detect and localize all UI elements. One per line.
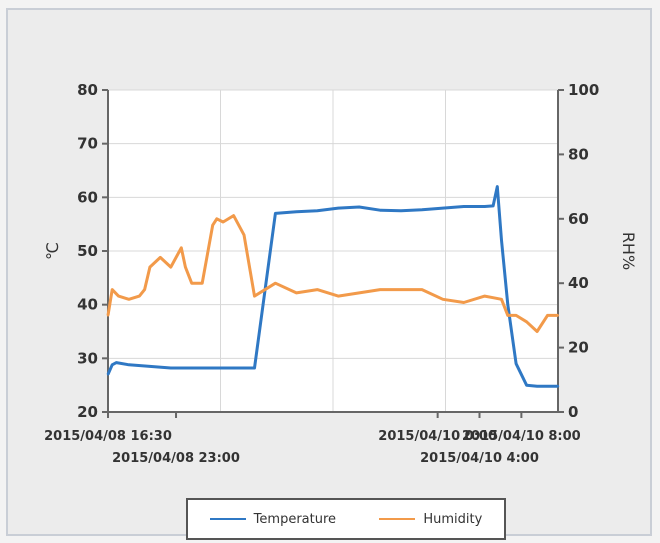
x-tick-label-3: 2015/04/10 4:00	[420, 451, 539, 466]
y-left-tick-label-3: 50	[77, 242, 98, 260]
series-point-humidity-35	[535, 330, 539, 333]
series-point-humidity-18	[253, 294, 256, 298]
series-point-temperature-18	[420, 208, 424, 211]
series-point-temperature-4	[148, 365, 152, 368]
series-point-humidity-17	[242, 233, 246, 237]
series-point-humidity-1	[110, 288, 114, 291]
series-point-humidity-24	[378, 288, 382, 291]
legend-line-humidity	[379, 518, 416, 520]
legend-label-humidity: Humidity	[423, 511, 483, 527]
series-point-humidity-14	[215, 217, 219, 220]
series-point-temperature-21	[483, 205, 486, 208]
series-point-temperature-28	[535, 385, 539, 388]
y-left-tick-label-4: 60	[77, 188, 98, 206]
y-right-tick-label-5: 100	[568, 81, 599, 99]
y-left-tick-label-5: 70	[77, 135, 98, 153]
series-point-temperature-7	[211, 366, 214, 370]
series-point-temperature-27	[525, 383, 528, 387]
series-point-humidity-28	[462, 301, 466, 304]
series-point-humidity-16	[232, 214, 235, 217]
series-point-temperature-25	[506, 303, 509, 306]
series-point-temperature-26	[514, 362, 518, 365]
series-point-humidity-30	[491, 296, 495, 299]
x-tick-label-2: 2015/04/10 0:00	[378, 429, 497, 444]
series-point-humidity-10	[184, 265, 187, 269]
y-right-tick-label-4: 80	[568, 145, 589, 163]
y-left-tick-label-6: 80	[77, 81, 98, 99]
series-point-temperature-29	[546, 385, 549, 388]
series-point-humidity-33	[514, 314, 518, 317]
y-right-tick-label-1: 20	[568, 339, 589, 357]
series-point-humidity-15	[221, 220, 225, 224]
series-point-temperature-14	[337, 206, 340, 210]
series-point-humidity-29	[483, 294, 486, 298]
x-tick-label-0: 2015/04/08 16:30	[44, 429, 172, 444]
y-right-tick-label-0: 0	[568, 403, 578, 421]
series-point-humidity-5	[143, 288, 146, 291]
series-point-temperature-15	[357, 205, 361, 209]
series-point-temperature-10	[253, 366, 256, 370]
series-point-temperature-22	[491, 204, 495, 208]
series-point-humidity-12	[200, 282, 204, 285]
series-point-humidity-27	[441, 298, 445, 301]
series-point-temperature-20	[462, 205, 466, 208]
series-point-humidity-34	[525, 320, 528, 324]
series-point-temperature-17	[399, 209, 403, 212]
chart-panel: 20 30 40 50 60 70 80 0 20 40 60 80 100 ℃ RH% 2015/04/08…	[6, 8, 652, 540]
y-right-tick-label-3: 60	[568, 210, 589, 228]
legend-line-temperature	[209, 518, 246, 520]
series-point-temperature-8	[232, 366, 235, 370]
series-point-humidity-21	[316, 288, 319, 291]
legend-label-temperature: Temperature	[253, 511, 337, 527]
series-point-humidity-25	[399, 288, 403, 291]
series-point-humidity-2	[117, 294, 120, 298]
x-tick-label-1: 2015/04/08 23:00	[112, 451, 240, 466]
series-point-humidity-32	[506, 314, 509, 317]
y-left-axis-title: ℃	[43, 242, 62, 260]
series-point-humidity-22	[337, 294, 340, 298]
series-point-temperature-1	[110, 363, 114, 366]
series-point-temperature-24	[500, 239, 503, 242]
series-point-temperature-13	[316, 209, 319, 212]
series-point-humidity-37	[556, 314, 560, 317]
y-right-tick-label-2: 40	[568, 274, 589, 292]
legend-item-temperature[interactable]: Temperature	[209, 511, 337, 527]
series-point-humidity-11	[190, 282, 193, 285]
series-point-humidity-20	[295, 291, 298, 295]
series-point-humidity-3	[127, 298, 131, 301]
y-left-tick-label-0: 20	[77, 403, 98, 421]
series-point-humidity-19	[274, 282, 277, 285]
series-point-humidity-36	[546, 314, 549, 317]
y-left-tick-label-2: 40	[77, 296, 98, 314]
chart-svg: 20 30 40 50 60 70 80 0 20 40 60 80 100 ℃ RH% 2015/04/08…	[43, 81, 638, 466]
series-point-temperature-5	[169, 366, 172, 370]
series-point-temperature-6	[190, 366, 193, 370]
series-point-temperature-9	[242, 366, 246, 370]
series-point-humidity-6	[148, 265, 152, 269]
series-point-humidity-0	[106, 314, 110, 317]
series-point-humidity-8	[169, 265, 172, 269]
series-point-temperature-23	[496, 185, 499, 188]
series-point-humidity-4	[138, 294, 141, 298]
series-point-temperature-3	[127, 363, 131, 366]
legend: Temperature Humidity	[186, 498, 506, 540]
y-left-tick-label-1: 30	[77, 349, 98, 367]
series-point-temperature-11	[274, 212, 277, 215]
series-point-temperature-0	[106, 373, 110, 376]
series-point-temperature-16	[378, 209, 382, 212]
y-right-axis-title: RH%	[619, 232, 638, 270]
series-line-humidity	[106, 214, 558, 333]
series-point-humidity-7	[159, 256, 162, 259]
legend-item-humidity[interactable]: Humidity	[379, 512, 482, 527]
series-point-temperature-19	[441, 206, 445, 210]
series-point-temperature-2	[115, 361, 118, 364]
series-point-humidity-9	[180, 246, 183, 249]
series-point-humidity-23	[357, 291, 361, 295]
series-point-temperature-30	[556, 385, 560, 388]
series-point-humidity-13	[211, 224, 214, 227]
series-point-temperature-12	[295, 210, 298, 214]
x-tick-label-4: 2015/04/10 8:00	[462, 429, 581, 444]
series-point-humidity-26	[420, 288, 424, 291]
series-point-humidity-31	[500, 298, 503, 301]
